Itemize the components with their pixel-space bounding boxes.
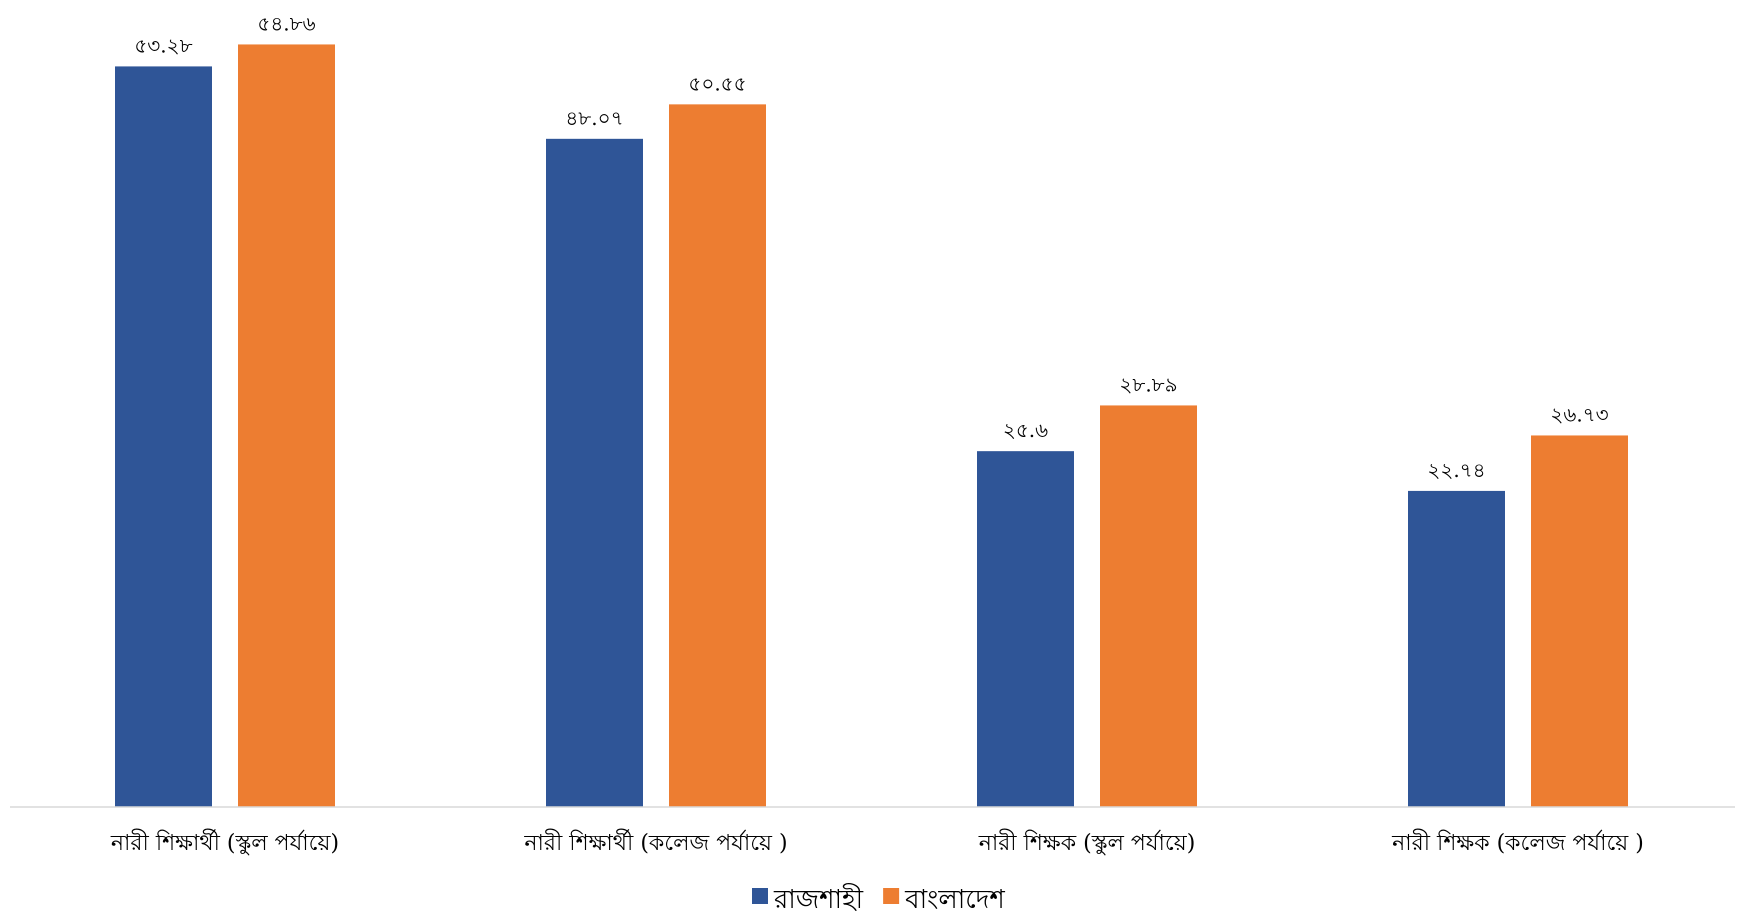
legend-label: বাংলাদেশ [904,885,1005,915]
data-label: ৪৮.০৭ [565,106,623,130]
x-tick-label: নারী শিক্ষার্থী (কলেজ পর্যায়ে ) [523,829,787,856]
bar-bangladesh-0 [238,44,335,808]
legend-swatch [883,888,900,904]
bar-rajshahi-1 [546,138,643,807]
x-tick-label: নারী শিক্ষক (কলেজ পর্যায়ে ) [1391,829,1644,856]
bar-rajshahi-2 [977,451,1074,807]
data-labels-group: ৫৩.২৮ ৫৪.৮৬ ৪৮.০৭ ৫০.৫৫ ২৫.৬ ২৮.৮৯ ২২.৭৪ ২৬.৭৩ [134,11,1608,481]
data-label: ৫৪.৮৬ [257,11,315,35]
x-tick-label: নারী শিক্ষক (স্কুল পর্যায়ে) [978,829,1196,856]
data-label: ২৮.৮৯ [1119,372,1177,396]
bars-group [115,44,1628,808]
data-label: ২৬.৭৩ [1550,402,1608,426]
bar-bangladesh-1 [669,104,766,808]
bar-bangladesh-2 [1100,405,1197,807]
data-label: ৫৩.২৮ [134,33,192,57]
bar-bangladesh-3 [1531,435,1628,807]
bar-rajshahi-3 [1408,490,1505,807]
x-tick-labels-group: নারী শিক্ষার্থী (স্কুল পর্যায়ে) নারী শিক… [110,829,1644,856]
x-tick-label: নারী শিক্ষার্থী (স্কুল পর্যায়ে) [110,829,339,856]
legend: রাজশাহী বাংলাদেশ [752,883,1005,915]
data-label: ৫০.৫৫ [688,71,746,95]
legend-label: রাজশাহী [773,883,864,915]
bar-rajshahi-0 [115,66,212,807]
data-label: ২২.৭৪ [1427,458,1485,482]
legend-swatch [752,888,768,904]
data-label: ২৫.৬ [1003,418,1048,442]
